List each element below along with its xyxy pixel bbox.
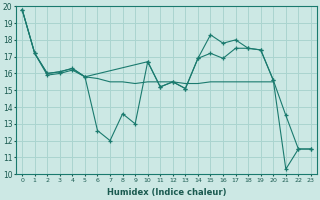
X-axis label: Humidex (Indice chaleur): Humidex (Indice chaleur): [107, 188, 226, 197]
